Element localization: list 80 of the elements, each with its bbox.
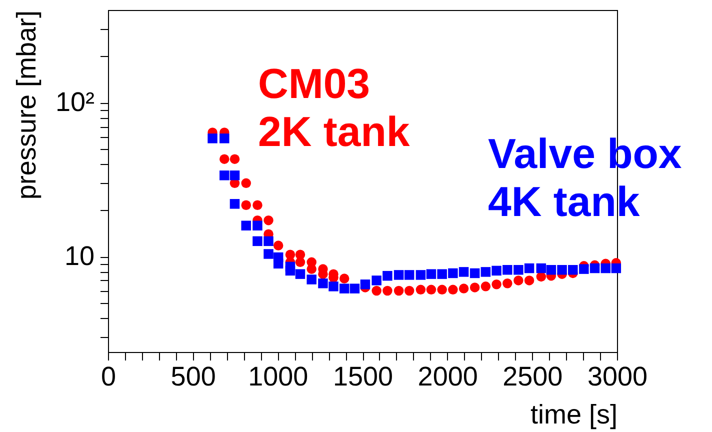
point xyxy=(295,269,306,279)
point xyxy=(350,284,360,294)
x-tick-label: 500 xyxy=(170,362,216,392)
point xyxy=(524,263,534,274)
point xyxy=(306,264,316,274)
point xyxy=(252,236,262,246)
x-tick-label: 1500 xyxy=(332,362,394,392)
point xyxy=(458,284,469,294)
point xyxy=(536,263,546,274)
point xyxy=(470,282,480,292)
point xyxy=(426,284,436,295)
point xyxy=(458,267,469,277)
point xyxy=(241,220,251,230)
point xyxy=(264,249,274,259)
y-tick-label: 10² xyxy=(55,87,94,118)
point xyxy=(492,280,502,290)
point xyxy=(448,284,458,295)
point xyxy=(600,263,611,274)
point xyxy=(480,282,491,292)
point xyxy=(241,178,251,188)
point xyxy=(220,170,230,180)
point xyxy=(295,257,306,268)
point xyxy=(339,284,350,294)
point xyxy=(264,215,274,226)
point xyxy=(318,278,328,288)
point xyxy=(328,282,338,292)
point xyxy=(437,269,447,279)
point xyxy=(372,286,382,296)
point xyxy=(514,264,524,275)
x-tick-label: 0 xyxy=(100,362,116,392)
point xyxy=(546,264,556,275)
x-axis-title: time [s] xyxy=(530,400,618,430)
point xyxy=(514,276,524,286)
point xyxy=(220,154,230,164)
point xyxy=(557,264,567,275)
point xyxy=(416,270,426,280)
point xyxy=(394,286,404,296)
point xyxy=(437,284,447,295)
point xyxy=(252,220,262,230)
point xyxy=(470,268,480,278)
point xyxy=(502,264,512,275)
x-tick-label: 3000 xyxy=(587,362,648,392)
point xyxy=(480,267,491,277)
point xyxy=(404,270,414,280)
point xyxy=(568,264,578,275)
series-label: CM03 2K tank xyxy=(258,60,410,155)
point xyxy=(220,134,230,144)
point xyxy=(524,276,534,286)
point xyxy=(611,263,622,274)
point xyxy=(230,170,240,180)
y-tick-label: 10 xyxy=(64,241,94,272)
point xyxy=(208,134,218,144)
point xyxy=(230,154,240,164)
point xyxy=(394,270,404,280)
point xyxy=(306,274,316,284)
point xyxy=(404,286,414,296)
x-tick-label: 2500 xyxy=(502,362,563,392)
point xyxy=(273,240,284,250)
point xyxy=(372,276,382,286)
point xyxy=(426,269,436,279)
y-axis-title: pressure [mbar] xyxy=(11,10,42,200)
point xyxy=(502,278,512,288)
point xyxy=(339,274,350,284)
point xyxy=(230,199,240,209)
point xyxy=(252,200,262,210)
point xyxy=(382,286,392,296)
point xyxy=(264,236,274,246)
point xyxy=(492,266,502,276)
point xyxy=(579,264,589,274)
x-tick-label: 2000 xyxy=(418,362,478,392)
point xyxy=(273,258,284,269)
point xyxy=(416,284,426,295)
point xyxy=(448,268,458,278)
point xyxy=(285,266,296,276)
point xyxy=(360,280,370,290)
point xyxy=(536,272,546,282)
point xyxy=(382,270,392,281)
point xyxy=(241,200,251,210)
x-tick-label: 1000 xyxy=(248,362,308,392)
point xyxy=(590,263,600,274)
